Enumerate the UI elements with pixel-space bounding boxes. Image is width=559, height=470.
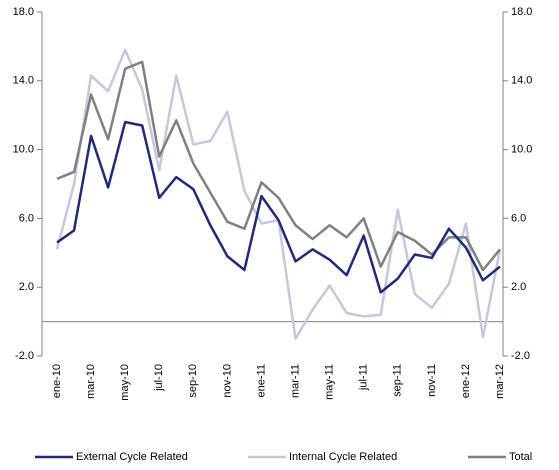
x-tick-label: nov-11 — [426, 364, 438, 397]
y-tick-label: 18.0 — [13, 6, 34, 18]
x-tick-label: jul-10 — [153, 364, 165, 392]
y-tick-label: 6.0 — [19, 212, 34, 224]
y2-tick-label: 6.0 — [511, 212, 526, 224]
series-line — [56, 120, 501, 294]
x-tick-label: may-11 — [324, 364, 336, 400]
legend-label: External Cycle Related — [76, 451, 188, 463]
y2-tick-label: -2.0 — [511, 350, 530, 362]
y-tick-label: -2.0 — [15, 350, 34, 362]
x-tick-label: ene-11 — [255, 364, 267, 397]
y2-tick-label: 14.0 — [511, 75, 532, 87]
series-line — [55, 48, 502, 341]
x-tick-label: mar-12 — [494, 364, 506, 399]
legend-label: Internal Cycle Related — [289, 451, 397, 463]
y2-tick-label: 2.0 — [511, 281, 526, 293]
y-tick-label: 2.0 — [19, 281, 34, 293]
x-tick-label: sep-10 — [187, 364, 199, 398]
x-tick-label: jul-11 — [358, 364, 370, 391]
x-tick-label: ene-10 — [51, 364, 63, 398]
series-line — [56, 60, 501, 272]
legend-label: Total — [509, 451, 532, 463]
y2-tick-label: 10.0 — [511, 144, 532, 156]
x-tick-label: ene-12 — [460, 364, 472, 398]
x-tick-label: nov-10 — [221, 364, 233, 398]
x-tick-label: sep-11 — [392, 364, 404, 397]
x-tick-label: mar-11 — [289, 364, 301, 398]
y-tick-label: 14.0 — [13, 75, 34, 87]
x-tick-label: may-10 — [119, 364, 131, 401]
x-tick-label: mar-10 — [85, 364, 97, 399]
y2-tick-label: 18.0 — [511, 6, 532, 18]
y-tick-label: 10.0 — [13, 144, 34, 156]
